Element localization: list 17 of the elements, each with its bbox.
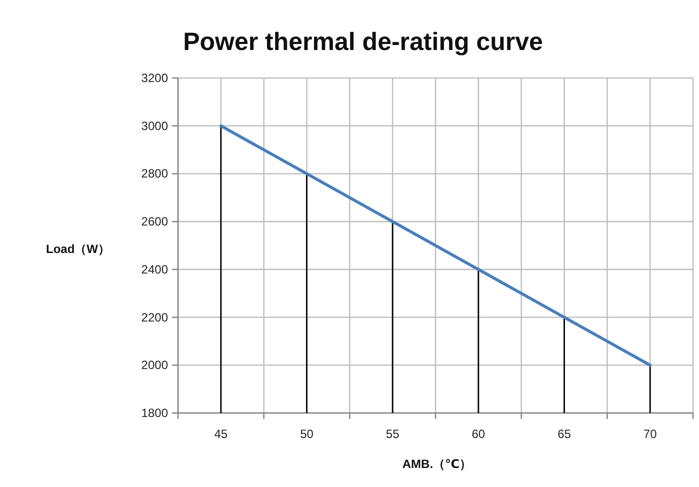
y-tick-label: 3200 bbox=[141, 71, 168, 85]
y-tick-label: 1800 bbox=[141, 406, 168, 420]
y-axis-title: Load（W） bbox=[46, 242, 110, 256]
y-tick-label: 3000 bbox=[141, 118, 168, 133]
x-tick-label: 60 bbox=[472, 427, 486, 441]
x-tick-label: 55 bbox=[386, 427, 400, 441]
x-tick-label: 50 bbox=[300, 427, 314, 441]
y-tick-label: 2400 bbox=[141, 262, 168, 276]
chart-title: Power thermal de-rating curve bbox=[183, 28, 544, 56]
y-tick-label: 2000 bbox=[141, 358, 168, 372]
y-tick-label: 2800 bbox=[141, 166, 168, 181]
x-tick-label: 65 bbox=[558, 427, 572, 441]
y-tick-label: 2600 bbox=[141, 214, 168, 229]
y-tick-label: 2200 bbox=[141, 310, 168, 324]
x-tick-label: 45 bbox=[214, 427, 228, 441]
x-tick-label: 70 bbox=[643, 427, 658, 441]
x-axis-title: AMB.（℃） bbox=[402, 457, 472, 471]
